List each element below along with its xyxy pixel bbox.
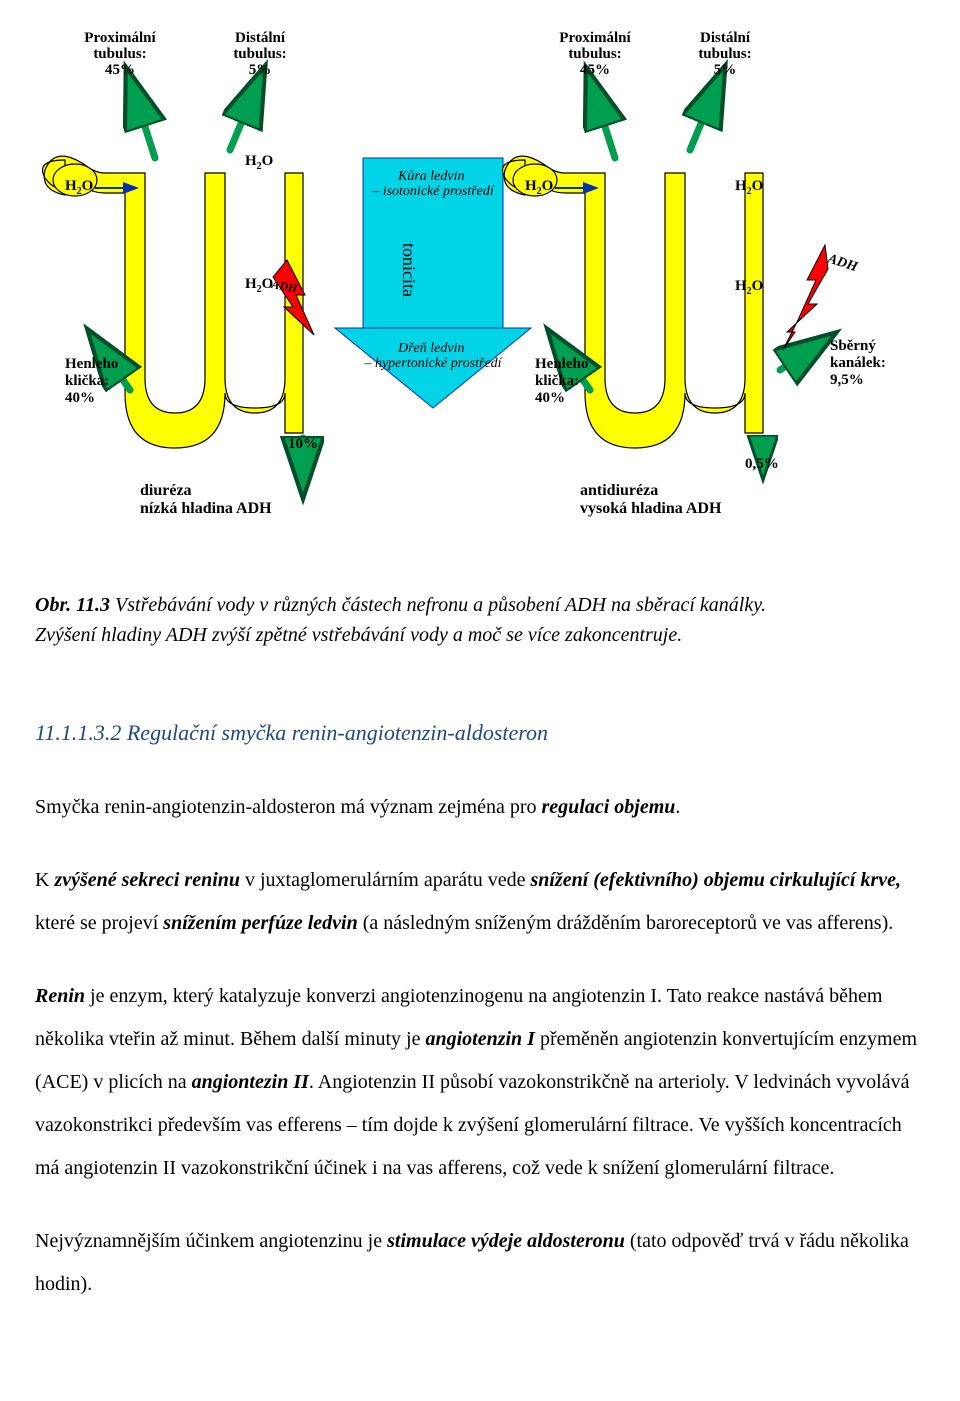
svg-text:H2O: H2O <box>245 153 273 172</box>
svg-text:Proximálnítubulus:45%: Proximálnítubulus:45% <box>84 30 156 78</box>
pct05: 0,5% <box>745 456 779 472</box>
figure-title: Vstřebávání vody v různých částech nefro… <box>110 594 766 616</box>
figure-subtitle: Zvýšení hladiny ADH zvýší zpětné vstřebá… <box>35 624 682 646</box>
svg-text:H2O: H2O <box>245 276 273 295</box>
medulla-line2: – hypertonické prostředí <box>363 356 502 371</box>
tonicita-label: tonicita <box>399 243 419 297</box>
paragraph-4: Nejvýznamnějším účinkem angiotenzinu je … <box>35 1220 925 1306</box>
p4b: stimulace výdeje aldosteronu <box>387 1230 625 1252</box>
paragraph-1: Smyčka renin-angiotenzin-aldosteron má v… <box>35 786 925 829</box>
svg-text:Proximálnítubulus:45%: Proximálnítubulus:45% <box>559 30 631 78</box>
section-heading: 11.1.1.3.2 Regulační smyčka renin-angiot… <box>35 720 925 746</box>
p1b: regulaci objemu <box>541 796 675 818</box>
right-h2o-labels: H2O H2O H2O <box>525 178 763 297</box>
henle-left: Henlehoklička:40% <box>65 356 118 406</box>
p2f: snížením perfúze ledvin <box>163 912 357 934</box>
tonicita-arrow: Kůra ledvin – isotonické prostředí Dřeň … <box>335 158 531 408</box>
p2a: K <box>35 869 54 891</box>
adh-nephron-diagram: Kůra ledvin – isotonické prostředí Dřeň … <box>35 30 925 520</box>
paragraph-2: K zvýšené sekreci reninu v juxtaglomerul… <box>35 859 925 945</box>
paragraph-3: Renin je enzym, který katalyzuje konverz… <box>35 975 925 1190</box>
antidiureza-label: antidiuréza vysoká hladina ADH <box>580 482 722 517</box>
medulla-line1: Dřeň ledvin <box>397 341 464 356</box>
adh-small-right: ADH <box>825 251 860 275</box>
p1c: . <box>675 796 680 818</box>
left-top-labels: Proximálnítubulus:45% Distálnítubulus:5% <box>84 30 286 78</box>
p2g: (a následným sníženým drážděním barorece… <box>358 912 894 934</box>
collecting: Sběrnýkanálek:9,5% <box>830 338 886 388</box>
diureza-label: diuréza nízká hladina ADH <box>140 482 272 517</box>
pct10: 10% <box>288 436 318 452</box>
cortex-line2: – isotonické prostředí <box>371 184 495 199</box>
figure-caption: Obr. 11.3 Vstřebávání vody v různých čás… <box>35 590 925 650</box>
right-top-labels: Proximálnítubulus:45% Distálnítubulus:5% <box>559 30 751 78</box>
p3a: Renin <box>35 985 85 1007</box>
cortex-line1: Kůra ledvin <box>397 169 465 184</box>
p2c: v juxtaglomerulárním aparátu vede <box>240 869 530 891</box>
figure-label: Obr. 11.3 <box>35 594 110 616</box>
p1a: Smyčka renin-angiotenzin-aldosteron má v… <box>35 796 541 818</box>
svg-text:Distálnítubulus:5%: Distálnítubulus:5% <box>698 30 751 78</box>
p2b: zvýšené sekreci reninu <box>54 869 240 891</box>
p3e: angiontezin II <box>192 1071 309 1093</box>
right-lightning <box>783 245 828 350</box>
p3c: angiotenzin I <box>425 1028 534 1050</box>
p4a: Nejvýznamnějším účinkem angiotenzinu je <box>35 1230 387 1252</box>
p2e: které se projeví <box>35 912 163 934</box>
p2d: snížení (efektivního) objemu cirkulující… <box>530 869 901 891</box>
svg-text:Distálnítubulus:5%: Distálnítubulus:5% <box>233 30 286 78</box>
